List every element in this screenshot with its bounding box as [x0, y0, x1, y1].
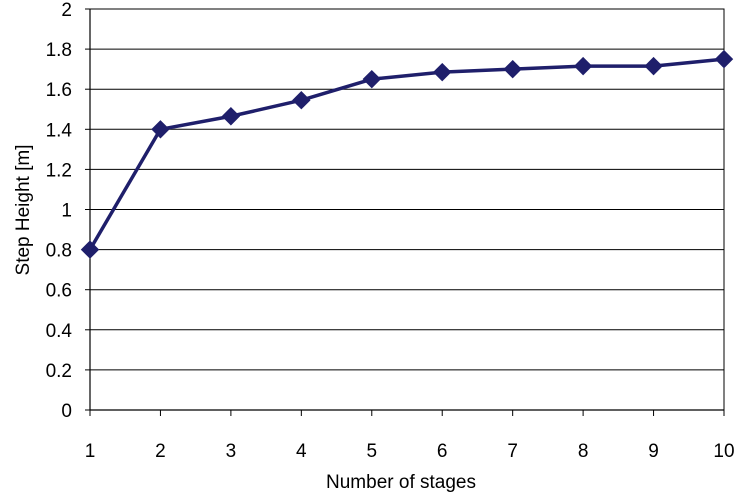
data-point-marker	[573, 56, 593, 76]
x-tick-label: 8	[578, 441, 589, 462]
y-tick-label: 2	[61, 0, 72, 21]
y-tick-label: 1.8	[46, 40, 72, 61]
data-point-marker	[151, 120, 170, 139]
data-point-marker	[433, 62, 452, 82]
data-point-marker	[292, 91, 311, 110]
data-point-marker	[362, 69, 381, 89]
x-axis-tick-labels: 1 2 3 4 5 6 7 8 9 10	[85, 441, 735, 462]
y-tick-label: 0.8	[46, 241, 72, 262]
y-tick-label: 1.2	[46, 160, 72, 181]
axes	[85, 8, 725, 416]
y-axis-title: Step Height [m]	[13, 145, 34, 276]
x-tick-label: 1	[85, 441, 96, 462]
series-step-height	[80, 49, 734, 259]
y-axis-tick-labels: 0 0.2 0.4 0.6 0.8 1 1.2 1.4 1.6 1.8 2	[46, 0, 73, 422]
x-tick-label: 7	[507, 441, 518, 462]
data-point-marker	[80, 240, 100, 259]
x-tick-label: 3	[226, 441, 237, 462]
x-tick-label: 2	[155, 441, 166, 462]
y-tick-label: 0.4	[46, 321, 73, 342]
y-tick-label: 1	[61, 201, 72, 222]
x-tick-label: 9	[648, 441, 659, 462]
x-tick-label: 6	[437, 441, 448, 462]
y-tick-label: 1.4	[46, 120, 73, 141]
series-line	[88, 57, 725, 251]
y-tick-label: 0.6	[46, 281, 72, 302]
x-axis-title: Number of stages	[326, 472, 476, 493]
data-point-marker	[221, 107, 241, 126]
horizontal-gridlines	[90, 48, 724, 371]
y-tick-label: 1.6	[46, 80, 72, 101]
x-tick-label: 5	[366, 441, 377, 462]
data-point-marker	[503, 59, 522, 79]
data-point-marker	[644, 56, 663, 76]
x-tick-label: 4	[296, 441, 307, 462]
y-tick-label: 0.2	[46, 361, 72, 382]
y-tick-label: 0	[61, 401, 72, 422]
data-point-marker	[714, 49, 734, 69]
x-tick-label: 10	[713, 441, 734, 462]
